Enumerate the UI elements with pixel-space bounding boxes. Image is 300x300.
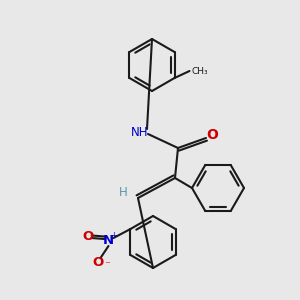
Text: ⁻: ⁻: [104, 260, 110, 270]
Text: N: N: [103, 235, 114, 248]
Text: O: O: [83, 230, 94, 242]
Text: +: +: [110, 232, 117, 241]
Text: O: O: [206, 128, 218, 142]
Text: NH: NH: [131, 127, 149, 140]
Text: CH₃: CH₃: [191, 67, 208, 76]
Text: O: O: [93, 256, 104, 269]
Text: H: H: [118, 187, 127, 200]
